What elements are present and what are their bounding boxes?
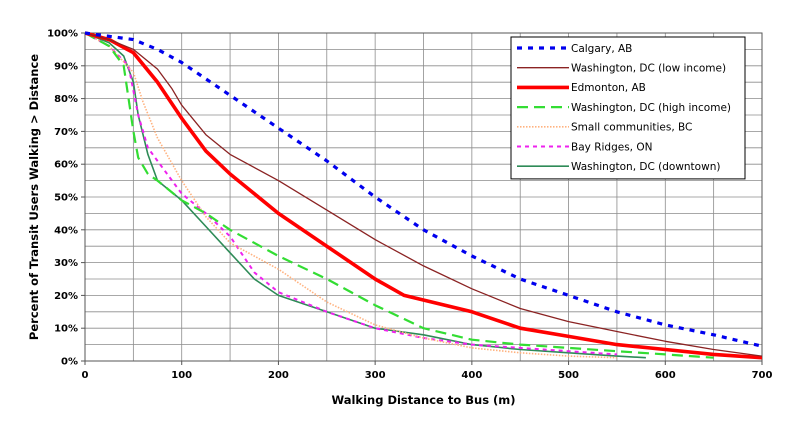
legend-label: Small communities, BC [571, 122, 692, 134]
y-tick-label: 20% [54, 291, 78, 302]
y-tick-label: 80% [54, 94, 78, 105]
x-tick-label: 0 [82, 370, 89, 381]
series-line-washington-dc-low-income [85, 32, 762, 357]
y-tick-label: 70% [54, 127, 78, 138]
legend-label: Bay Ridges, ON [571, 141, 652, 153]
y-tick-label: 60% [54, 160, 78, 171]
legend-label: Calgary, AB [571, 43, 632, 55]
series-line-edmonton-ab [85, 31, 762, 360]
x-tick-label: 200 [268, 370, 289, 381]
series-line-small-communities-bc [85, 32, 617, 359]
series-line-calgary-ab [85, 31, 762, 348]
x-tick-label: 600 [655, 370, 676, 381]
tick-labels: 0 100 200 300 400 500 600 700 0% 10% 20% 30% 40% 50% 6… [47, 29, 772, 382]
legend-label: Edmonton, AB [571, 82, 646, 94]
series-line-washington-dc-high-income [85, 32, 714, 359]
legend-label: Washington, DC (low income) [571, 63, 726, 75]
legend-box [510, 36, 746, 180]
x-tick-label: 300 [365, 370, 386, 381]
y-tick-label: 0% [61, 357, 78, 368]
y-tick-label: 40% [54, 225, 78, 236]
x-tick-label: 500 [558, 370, 579, 381]
y-axis-title: Percent of Transit Users Walking > Dista… [27, 54, 41, 340]
legend: Calgary, AB Washington, DC (low income) Ed… [510, 36, 746, 180]
y-tick-label: 50% [54, 193, 78, 204]
series-lines [85, 31, 762, 360]
y-tick-label: 90% [54, 61, 78, 72]
x-tick-label: 100 [171, 370, 192, 381]
x-tick-label: 400 [461, 370, 482, 381]
y-tick-label: 30% [54, 258, 78, 269]
series-line-washington-dc-downtown [85, 32, 646, 359]
x-axis-title: Walking Distance to Bus (m) [331, 393, 515, 407]
y-tick-label: 10% [54, 324, 78, 335]
y-tick-label: 100% [47, 29, 78, 40]
legend-label: Washington, DC (high income) [571, 102, 731, 114]
x-tick-label: 700 [752, 370, 773, 381]
legend-label: Washington, DC (downtown) [571, 161, 720, 173]
series-line-bay-ridges-on [85, 32, 617, 356]
